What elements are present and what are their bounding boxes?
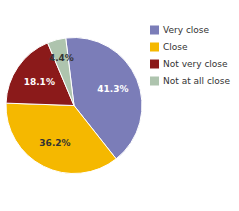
legend-label: Not very close (163, 59, 228, 69)
legend-label: Not at all close (163, 76, 231, 86)
pie-slice (6, 103, 116, 173)
legend-label: Very close (163, 25, 210, 35)
pie (6, 38, 142, 174)
legend-label: Close (163, 42, 188, 52)
legend-item: Very close (150, 25, 210, 35)
legend-item: Not very close (150, 59, 228, 69)
legend-swatch (150, 43, 159, 52)
legend: Very close Close Not very close Not at all … (150, 25, 231, 86)
pie-slice (48, 38, 74, 105)
legend-swatch (150, 60, 159, 69)
data-label: 41.3% (97, 84, 128, 94)
data-label: 36.2% (39, 138, 70, 148)
legend-item: Close (150, 42, 188, 52)
data-labels: 41.3% 36.2% 18.1% 4.4% (24, 53, 129, 148)
legend-swatch (150, 26, 159, 35)
data-label: 18.1% (24, 77, 55, 87)
legend-swatch (150, 77, 159, 86)
chart: 41.3% 36.2% 18.1% 4.4% Very close Close Not ve… (0, 0, 239, 211)
data-label: 4.4% (49, 53, 74, 63)
legend-item: Not at all close (150, 76, 231, 86)
